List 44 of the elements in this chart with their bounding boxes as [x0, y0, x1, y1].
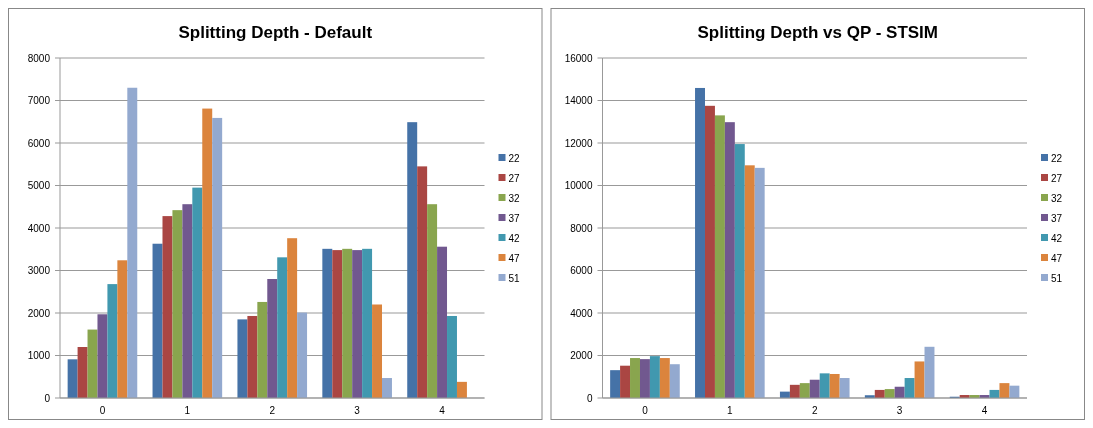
x-tick-label: 2 — [811, 405, 818, 416]
x-tick-label: 3 — [354, 405, 361, 416]
y-tick-label: 8000 — [27, 52, 51, 64]
chart-title: Splitting Depth vs QP - STSIM — [697, 23, 939, 42]
x-tick-label: 4 — [981, 405, 988, 416]
x-tick-label: 1 — [184, 405, 191, 416]
x-tick-label: 3 — [896, 405, 903, 416]
y-tick-label: 2000 — [570, 350, 593, 361]
legend-label: 51 — [1051, 272, 1063, 284]
y-tick-label: 14000 — [564, 95, 593, 106]
x-tick-label: 2 — [269, 405, 276, 416]
legend-label: 37 — [508, 212, 521, 224]
chart-title: Splitting Depth - Default — [178, 23, 373, 42]
x-tick-label: 0 — [642, 405, 649, 416]
legend-label: 27 — [1051, 172, 1063, 184]
x-tick-label: 0 — [99, 405, 106, 416]
legend-label: 42 — [1051, 232, 1063, 244]
legend-label: 47 — [508, 252, 521, 264]
legend-label: 47 — [1051, 252, 1063, 264]
x-tick-label: 4 — [439, 405, 446, 416]
legend-label: 22 — [508, 152, 521, 164]
y-tick-label: 16000 — [564, 52, 593, 64]
legend-label: 32 — [1051, 192, 1063, 204]
y-tick-label: 0 — [44, 392, 51, 404]
y-tick-label: 2000 — [27, 307, 51, 319]
y-tick-label: 4000 — [27, 222, 51, 234]
legend-label: 42 — [508, 232, 521, 244]
legend-label: 37 — [1051, 212, 1063, 224]
y-tick-label: 5000 — [27, 180, 51, 191]
y-tick-label: 0 — [586, 392, 593, 404]
y-tick-label: 6000 — [27, 137, 51, 149]
y-tick-label: 10000 — [564, 180, 593, 191]
y-tick-label: 12000 — [564, 137, 593, 149]
legend-label: 22 — [1051, 152, 1063, 164]
legend-label: 51 — [508, 272, 521, 284]
x-tick-label: 1 — [727, 405, 734, 416]
y-tick-label: 6000 — [570, 265, 593, 276]
y-tick-label: 4000 — [570, 307, 593, 319]
legend-label: 32 — [508, 192, 521, 204]
y-tick-label: 1000 — [27, 350, 51, 361]
legend-label: 27 — [508, 172, 521, 184]
y-tick-label: 3000 — [27, 265, 51, 276]
y-tick-label: 8000 — [570, 222, 593, 234]
y-tick-label: 7000 — [27, 95, 51, 106]
